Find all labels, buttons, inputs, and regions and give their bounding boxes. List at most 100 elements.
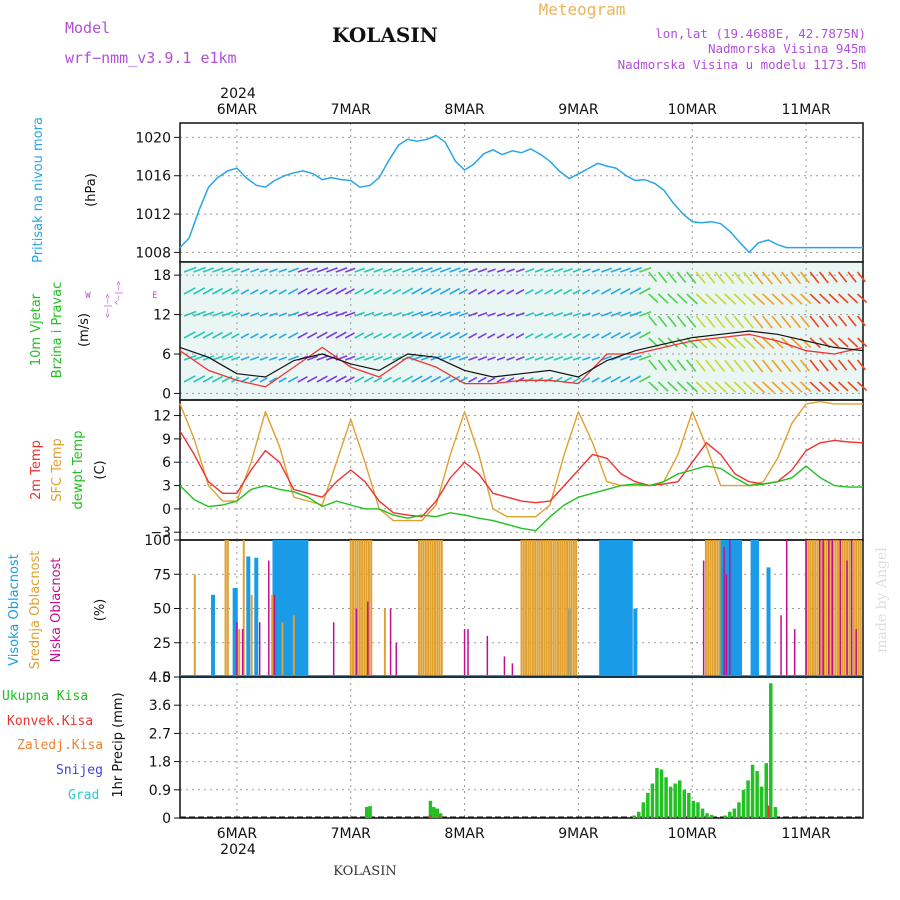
cloud-bar [422, 540, 425, 677]
wind-arrow [202, 287, 214, 295]
wind-arrow [847, 381, 859, 392]
temp-dew-label: dewpt Temp [71, 430, 86, 509]
wind-arrow [800, 293, 812, 305]
temperature-ytick-label: 12 [153, 409, 171, 425]
wind-arrow [496, 377, 505, 383]
wind-arrow [648, 337, 659, 348]
wind-arrow [525, 312, 535, 317]
wind-arrow [240, 268, 250, 273]
wind-arrow [515, 312, 525, 317]
wind-arrow [695, 293, 708, 305]
wind-arrow [420, 331, 433, 339]
wind-arrow [316, 287, 328, 295]
cloud-bar [735, 540, 740, 677]
wind-arrow [544, 355, 554, 361]
wind-arrow [496, 289, 505, 295]
wind-arrow [601, 311, 612, 317]
wind-arrow [449, 267, 461, 273]
precip-bar [664, 777, 668, 818]
precip-bar [737, 802, 741, 818]
wind-arrow [193, 331, 206, 339]
precip-bar [746, 780, 750, 818]
wind-arrow [363, 332, 374, 339]
wind-arrow [307, 311, 318, 317]
cloud-bar [297, 540, 302, 677]
wind-arrow [714, 381, 727, 393]
top-day-label: 10MAR [668, 102, 717, 118]
wind-arrow [316, 331, 328, 339]
precip-bar [438, 815, 441, 818]
cloud-bar [750, 540, 755, 677]
precip-bar [691, 800, 696, 818]
wind-arrow [411, 287, 423, 295]
precip-bar [632, 815, 636, 818]
wind-arrow [572, 356, 582, 361]
wind-arrow [534, 268, 544, 273]
cloud-bar [536, 540, 539, 677]
wind-arrow [373, 267, 383, 273]
cloud-bar [755, 540, 760, 677]
wind-arrow [828, 271, 838, 283]
bottom-day-labels: 6MAR 7MAR 8MAR 9MAR 10MAR 11MAR [217, 826, 831, 842]
wind-arrow [250, 288, 259, 295]
cloud-bar [246, 556, 251, 677]
wind-arrow [657, 293, 669, 304]
bottom-day-label: 10MAR [668, 826, 717, 842]
cloud-high-label: Visoka Oblacnost [7, 554, 22, 666]
wind-arrow [705, 315, 716, 328]
bottom-day-label: 8MAR [444, 826, 485, 842]
wind-arrow [856, 381, 868, 392]
wind-arrow [771, 293, 784, 305]
wind-arrow [278, 377, 287, 383]
wind-arrow [525, 356, 535, 361]
panels: 1008 1012 1016 1020 0 6 12 18 −3 0 3 6 9 12 0 25 50 75 100… [135, 122, 868, 827]
model-name: wrf−nmm_v3.9.1 e1km [65, 49, 237, 67]
cloud-bar [292, 615, 295, 677]
wind-arrow [752, 381, 766, 394]
precip-bar [764, 763, 768, 818]
cloud-bar [193, 574, 196, 677]
wind-arrow [430, 311, 442, 317]
wind-arrow [382, 288, 392, 295]
wind-arrow [288, 311, 299, 317]
cloud-bar [420, 540, 423, 677]
model-label: Model [65, 19, 110, 37]
cloud-bar [525, 540, 528, 677]
wind-arrow [325, 331, 338, 339]
wind-arrow [392, 355, 402, 361]
sfc-temp-line [179, 400, 863, 522]
precip-bar [435, 808, 440, 818]
cloud-bar [816, 540, 819, 677]
wind-arrow [657, 359, 668, 372]
wind-arrow [856, 359, 866, 371]
precip-bar [773, 807, 778, 818]
wind-label-1: 10m Vjetar [29, 293, 44, 366]
wind-arrow [733, 293, 746, 305]
wind-arrow [354, 376, 365, 383]
temperature-panel-frame [179, 399, 864, 541]
precip-bar [755, 771, 759, 818]
wind-arrow [316, 311, 329, 317]
wind-arrow [193, 310, 206, 317]
cloud-bar [529, 540, 532, 677]
wind-arrow [240, 332, 250, 339]
wind-arrow [392, 311, 402, 317]
wind-arrow [837, 315, 848, 327]
wind-arrow [752, 359, 764, 373]
wind-arrow [297, 332, 308, 339]
wind-arrow [733, 271, 745, 285]
wind-arrow [515, 332, 525, 339]
cloud-bar [352, 540, 355, 677]
wind-arrow [392, 376, 402, 383]
cloud-bar [550, 540, 553, 677]
wind-arrow [563, 355, 573, 361]
wind-arrow [837, 293, 849, 304]
wind-arrow [667, 359, 677, 372]
wind-arrow [335, 311, 348, 317]
wind-arrow [231, 356, 241, 361]
wind-arrow [639, 266, 652, 273]
wind-arrow [382, 267, 393, 273]
wind-arrow [221, 311, 234, 317]
wind-arrow [601, 355, 612, 361]
cloud-bar [805, 540, 807, 677]
